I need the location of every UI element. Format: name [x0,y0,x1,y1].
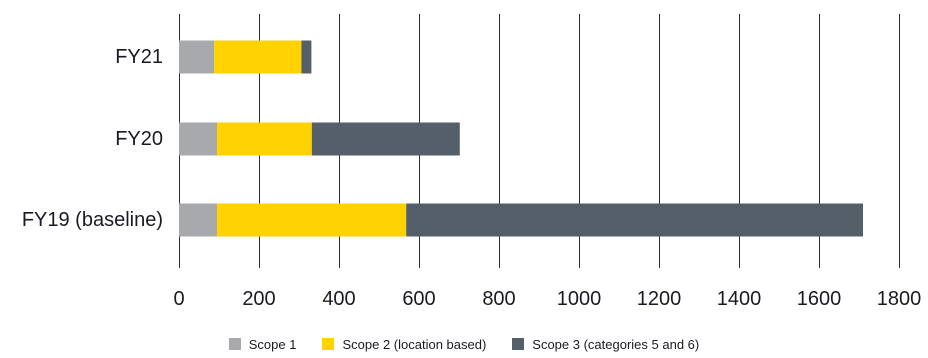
tick-label-1600: 1600 [797,288,842,310]
tick-label-0: 0 [173,288,184,310]
tick-label-600: 600 [402,288,435,310]
legend-swatch-scope-1 [228,338,241,350]
bar-fy21-scope-3 [301,40,312,74]
legend-item-scope-3: Scope 3 (categories 5 and 6) [512,337,699,352]
bar-fy19-baseline-scope-2 [217,203,407,237]
bar-fy21-scope-2 [214,40,302,74]
legend-label-scope-3: Scope 3 (categories 5 and 6) [532,336,700,352]
legend-label-scope-1: Scope 1 [248,336,297,352]
stacked-bar-chart: FY21 FY20 FY19 (baseline) 0 200 400 600 800 100… [22,14,921,310]
tick-label-1000: 1000 [557,288,602,310]
category-label-fy19-baseline: FY19 (baseline) [22,209,163,231]
tick-label-1200: 1200 [637,288,682,310]
category-label-fy21: FY21 [115,46,163,68]
tick-label-1400: 1400 [717,288,762,310]
bar-fy20-scope-2 [217,122,312,156]
legend-swatch-scope-3 [512,338,525,350]
tick-label-400: 400 [322,288,355,310]
bar-fy21-scope-1 [179,40,215,74]
bar-fy20-scope-1 [179,122,217,156]
bar-fy20-scope-3 [311,122,460,156]
category-labels: FY21 FY20 FY19 (baseline) [22,46,163,231]
tick-label-1800: 1800 [877,288,922,310]
legend-item-scope-2: Scope 2 (location based) [322,337,486,352]
legend: Scope 1 Scope 2 (location based) Scope 3… [0,334,928,354]
legend-label-scope-2: Scope 2 (location based) [342,336,487,352]
legend-swatch-scope-2 [322,338,335,350]
bar-fy19-baseline-scope-1 [179,203,217,237]
bars [179,40,863,237]
bar-fy19-baseline-scope-3 [406,203,863,237]
legend-item-scope-1: Scope 1 [228,336,297,352]
tick-label-200: 200 [242,288,275,310]
x-axis-tick-labels: 0 200 400 600 800 1000 1200 1400 1600 1800 [173,288,921,310]
category-label-fy20: FY20 [115,128,163,150]
tick-label-800: 800 [482,288,515,310]
